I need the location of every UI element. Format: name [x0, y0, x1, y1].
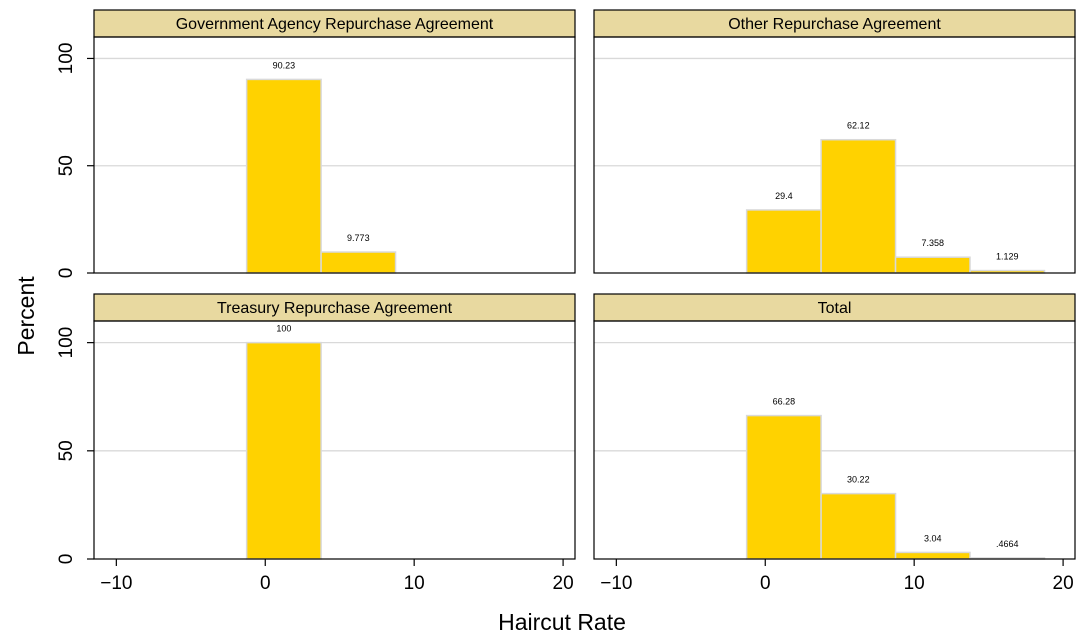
bar-value-label: 100 [276, 324, 291, 334]
x-tick-label: 0 [760, 573, 771, 594]
bar-value-label: .4664 [996, 539, 1019, 549]
y-tick-label: 50 [56, 440, 77, 461]
bar-value-label: 3.04 [924, 533, 942, 543]
chart-panel: 29.4 62.12 7.358 1.129 Other Repurchase Agre… [593, 9, 1076, 274]
panel-frame [593, 320, 1076, 560]
histogram-bar [245, 341, 322, 560]
x-tick-label: 20 [553, 573, 574, 594]
histogram-bar [820, 138, 897, 274]
bar-value-label: 66.28 [773, 397, 796, 407]
panel-header [593, 293, 1076, 322]
panel-header [593, 9, 1076, 38]
y-tick-label: 0 [56, 554, 77, 565]
x-tick-label: 10 [904, 573, 925, 594]
x-tick-label: 0 [260, 573, 271, 594]
y-tick-label: 0 [56, 268, 77, 279]
panel-header [93, 9, 576, 38]
histogram-bar [894, 256, 971, 274]
x-axis-title: Haircut Rate [498, 609, 626, 635]
histogram-bar [745, 414, 822, 560]
histogram-bar [894, 551, 971, 560]
y-axis-title: Percent [13, 276, 39, 356]
bar-value-label: 30.22 [847, 475, 870, 485]
bar-value-label: 7.358 [922, 238, 945, 248]
y-tick-label: 100 [56, 327, 77, 359]
histogram-bar [745, 209, 822, 274]
x-tick-label: 10 [404, 573, 425, 594]
x-tick-label: −10 [600, 573, 632, 594]
bar-value-label: 29.4 [775, 191, 793, 201]
histogram-bar [245, 78, 322, 274]
chart-panels: 90.23 9.773 Government Agency Repurchase A… [56, 9, 1076, 594]
chart-panel: 90.23 9.773 Government Agency Repurchase A… [56, 9, 576, 279]
x-tick-label: −10 [100, 573, 132, 594]
bar-value-label: 1.129 [996, 252, 1019, 262]
y-tick-label: 100 [56, 43, 77, 75]
bar-value-label: 9.773 [347, 233, 370, 243]
panel-title: Treasury Repurchase Agreement [217, 300, 453, 317]
panel-frame [593, 36, 1076, 274]
panel-title: Total [818, 300, 852, 317]
y-tick-label: 50 [56, 155, 77, 176]
panel-frame [93, 36, 576, 274]
bar-value-label: 90.23 [273, 60, 296, 70]
histogram-bar [320, 251, 397, 274]
chart-panel: 66.28 30.22 3.04 .4664 Total −10 0 10 20 [593, 293, 1076, 594]
bar-value-label: 62.12 [847, 121, 870, 131]
x-tick-label: 20 [1053, 573, 1074, 594]
panel-frame [93, 320, 576, 560]
panel-title: Other Repurchase Agreement [728, 16, 941, 33]
histogram-bar [820, 492, 897, 560]
panel-title: Government Agency Repurchase Agreement [176, 16, 494, 33]
